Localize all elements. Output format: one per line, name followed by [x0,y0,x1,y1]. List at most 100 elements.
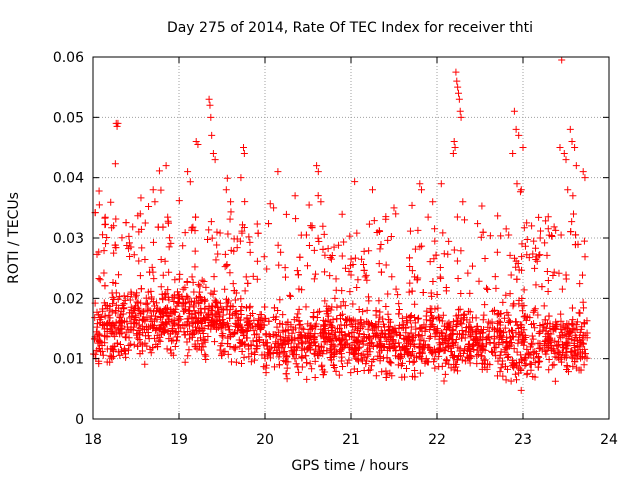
data-point [234,323,242,331]
data-point [571,344,579,352]
data-point [165,268,173,276]
data-point [169,307,177,315]
data-point [571,326,579,334]
data-point [560,150,568,158]
data-point [506,251,514,259]
data-point [515,369,523,377]
data-point [249,337,257,345]
data-point [363,306,371,314]
data-point [169,336,177,344]
data-point [479,342,487,350]
data-point [382,302,390,310]
data-point [394,361,402,369]
data-point [207,218,215,226]
data-point [387,359,395,367]
data-point [288,336,296,344]
data-point [354,349,362,357]
x-tick-label: 22 [428,432,446,448]
data-point [568,304,576,312]
data-point [528,332,536,340]
data-point [372,372,380,380]
data-point [283,364,291,372]
data-point [177,324,185,332]
data-point [280,357,288,365]
data-point [385,316,393,324]
data-point [214,250,222,258]
data-point [579,271,587,279]
data-point [531,305,539,313]
data-point [449,340,457,348]
data-point [330,243,338,251]
data-point [207,307,215,315]
data-point [411,342,419,350]
data-point [211,296,219,304]
data-point [243,315,251,323]
data-point [308,224,316,232]
data-point [190,288,198,296]
data-point [461,357,469,365]
data-point [327,336,335,344]
data-point [521,361,529,369]
data-point [474,350,482,358]
data-point [127,288,135,296]
data-point [237,174,245,182]
data-point [201,305,209,313]
data-point [155,336,163,344]
data-point [100,247,108,255]
data-point [343,359,351,367]
data-point [571,144,579,151]
data-point [517,365,525,373]
data-point [137,225,145,233]
data-point [350,350,358,358]
data-point [222,303,230,311]
data-point [501,314,509,322]
data-point [219,319,227,327]
data-point [176,313,184,321]
data-point [391,343,399,351]
data-point [408,201,416,209]
data-point [294,271,302,279]
data-point [184,294,192,302]
data-point [509,150,517,158]
data-point [137,285,145,293]
data-point [364,333,372,341]
data-point [328,251,336,259]
data-point [342,336,350,344]
data-point [306,346,314,354]
data-point [237,310,245,318]
data-point [441,346,449,354]
data-point [449,326,457,334]
data-point [108,300,116,308]
data-point [492,284,500,292]
data-point [473,346,481,354]
data-point [323,302,331,310]
data-point [327,255,335,263]
data-point [198,276,206,284]
data-point [576,328,584,336]
data-point [149,298,157,306]
data-point [234,327,242,335]
data-point [137,339,145,347]
data-point [462,324,470,332]
data-point [295,317,303,325]
data-point [110,222,118,230]
data-point [490,335,498,343]
data-point [348,333,356,341]
data-point [189,330,197,338]
data-point [319,245,327,253]
data-point [576,280,584,288]
data-point [246,248,254,256]
data-point [328,340,336,348]
data-point [200,295,208,303]
data-point [484,323,492,331]
data-point [181,358,189,366]
data-point [518,357,526,365]
data-point [564,324,572,332]
data-point [305,201,313,209]
data-point [349,300,357,308]
data-point [435,352,443,360]
data-point [474,220,482,228]
data-point [453,257,461,265]
data-point [578,353,586,361]
data-point [99,231,107,239]
